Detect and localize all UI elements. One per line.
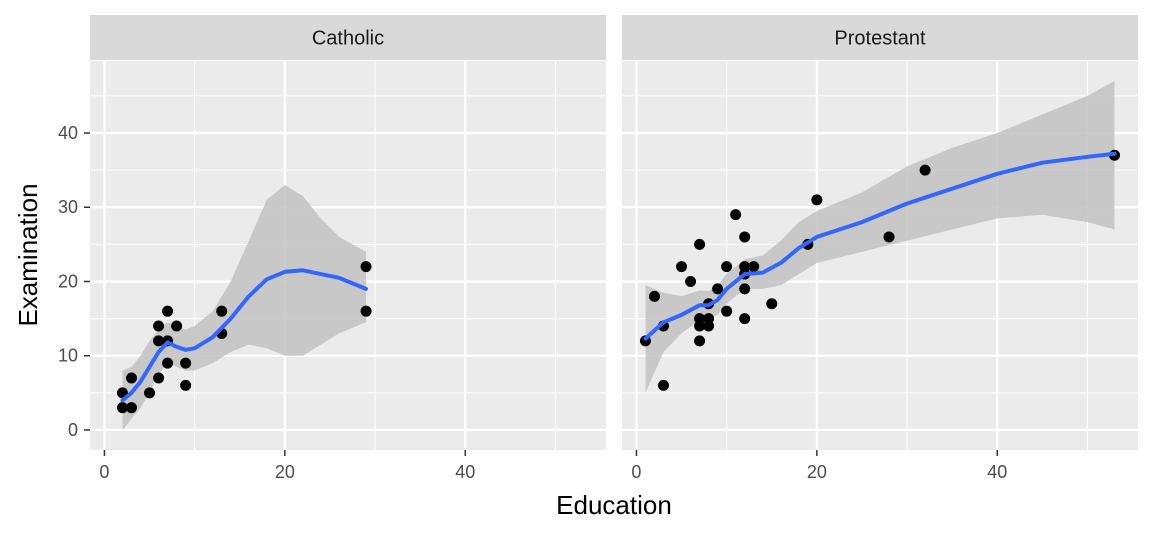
data-point <box>171 320 183 332</box>
data-point <box>919 164 931 176</box>
data-point <box>153 320 165 332</box>
facet-label-catholic: Catholic <box>312 28 384 50</box>
data-point <box>180 379 192 391</box>
facet-strip-protestant <box>622 15 1138 60</box>
y-tick-label: 10 <box>58 346 78 366</box>
y-tick-label: 40 <box>58 123 78 143</box>
data-point <box>648 290 660 302</box>
y-tick-label: 0 <box>68 420 78 440</box>
smooth-line-protestant <box>643 151 1117 341</box>
data-point <box>739 313 751 325</box>
data-point <box>694 313 706 325</box>
x-tick-label: 0 <box>99 462 109 482</box>
data-point <box>721 261 733 273</box>
y-axis-title: Examination <box>13 183 43 326</box>
data-point <box>811 194 823 206</box>
facet-strip-catholic <box>90 15 606 60</box>
data-point <box>712 283 724 295</box>
data-point <box>125 372 137 384</box>
smooth-line-catholic <box>120 268 368 403</box>
x-tick-label: 40 <box>987 462 1007 482</box>
x-axis-title: Education <box>556 490 672 520</box>
data-point <box>730 209 742 221</box>
data-point <box>116 402 128 414</box>
data-point <box>144 387 156 399</box>
data-point <box>766 298 778 310</box>
x-tick-label: 0 <box>631 462 641 482</box>
data-point <box>721 305 733 317</box>
y-tick-label: 20 <box>58 271 78 291</box>
data-point <box>125 402 137 414</box>
data-point <box>360 305 372 317</box>
data-point <box>694 238 706 250</box>
data-point <box>703 313 715 325</box>
data-point <box>694 335 706 347</box>
confidence-band-catholic <box>122 185 366 430</box>
data-point <box>162 305 174 317</box>
data-point <box>676 261 688 273</box>
x-tick-label: 20 <box>807 462 827 482</box>
data-point <box>180 357 192 369</box>
facet-label-protestant: Protestant <box>834 28 926 50</box>
x-tick-label: 40 <box>455 462 475 482</box>
data-point <box>162 357 174 369</box>
data-point <box>657 379 669 391</box>
data-point <box>739 283 751 295</box>
data-point <box>153 335 165 347</box>
data-point <box>748 261 760 273</box>
y-tick-label: 30 <box>58 197 78 217</box>
data-point <box>739 231 751 243</box>
data-point <box>739 261 751 273</box>
x-tick-label: 20 <box>275 462 295 482</box>
data-point <box>685 275 697 287</box>
data-point <box>360 261 372 273</box>
data-point <box>883 231 895 243</box>
data-point <box>216 305 228 317</box>
data-point <box>153 372 165 384</box>
confidence-band-protestant <box>645 81 1115 393</box>
